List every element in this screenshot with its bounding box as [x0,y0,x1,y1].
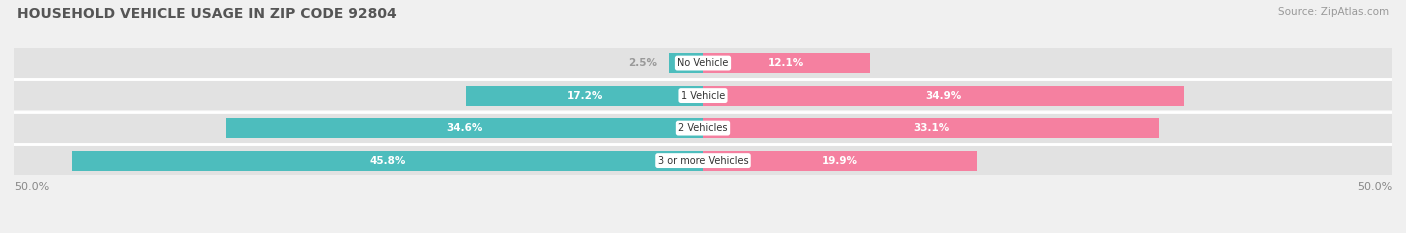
Text: 45.8%: 45.8% [370,156,406,166]
Bar [14,146,1392,175]
Text: No Vehicle: No Vehicle [678,58,728,68]
Text: 12.1%: 12.1% [768,58,804,68]
Bar [14,81,1392,110]
Text: 33.1%: 33.1% [912,123,949,133]
Bar [14,113,1392,143]
Bar [703,86,1184,106]
Bar [465,86,703,106]
Bar [72,151,703,171]
Text: 1 Vehicle: 1 Vehicle [681,91,725,101]
Text: 34.9%: 34.9% [925,91,962,101]
Text: 34.6%: 34.6% [447,123,482,133]
Text: 17.2%: 17.2% [567,91,603,101]
Bar [703,151,977,171]
Text: 3 or more Vehicles: 3 or more Vehicles [658,156,748,166]
Text: 2.5%: 2.5% [628,58,658,68]
Legend: Owner-occupied, Renter-occupied: Owner-occupied, Renter-occupied [586,230,820,233]
Bar [703,118,1159,138]
Bar [669,53,703,73]
Bar [226,118,703,138]
Text: Source: ZipAtlas.com: Source: ZipAtlas.com [1278,7,1389,17]
Text: HOUSEHOLD VEHICLE USAGE IN ZIP CODE 92804: HOUSEHOLD VEHICLE USAGE IN ZIP CODE 9280… [17,7,396,21]
Text: 19.9%: 19.9% [823,156,858,166]
Text: 2 Vehicles: 2 Vehicles [678,123,728,133]
Bar [703,53,870,73]
Text: 50.0%: 50.0% [1357,182,1392,192]
Text: 50.0%: 50.0% [14,182,49,192]
Bar [14,48,1392,78]
